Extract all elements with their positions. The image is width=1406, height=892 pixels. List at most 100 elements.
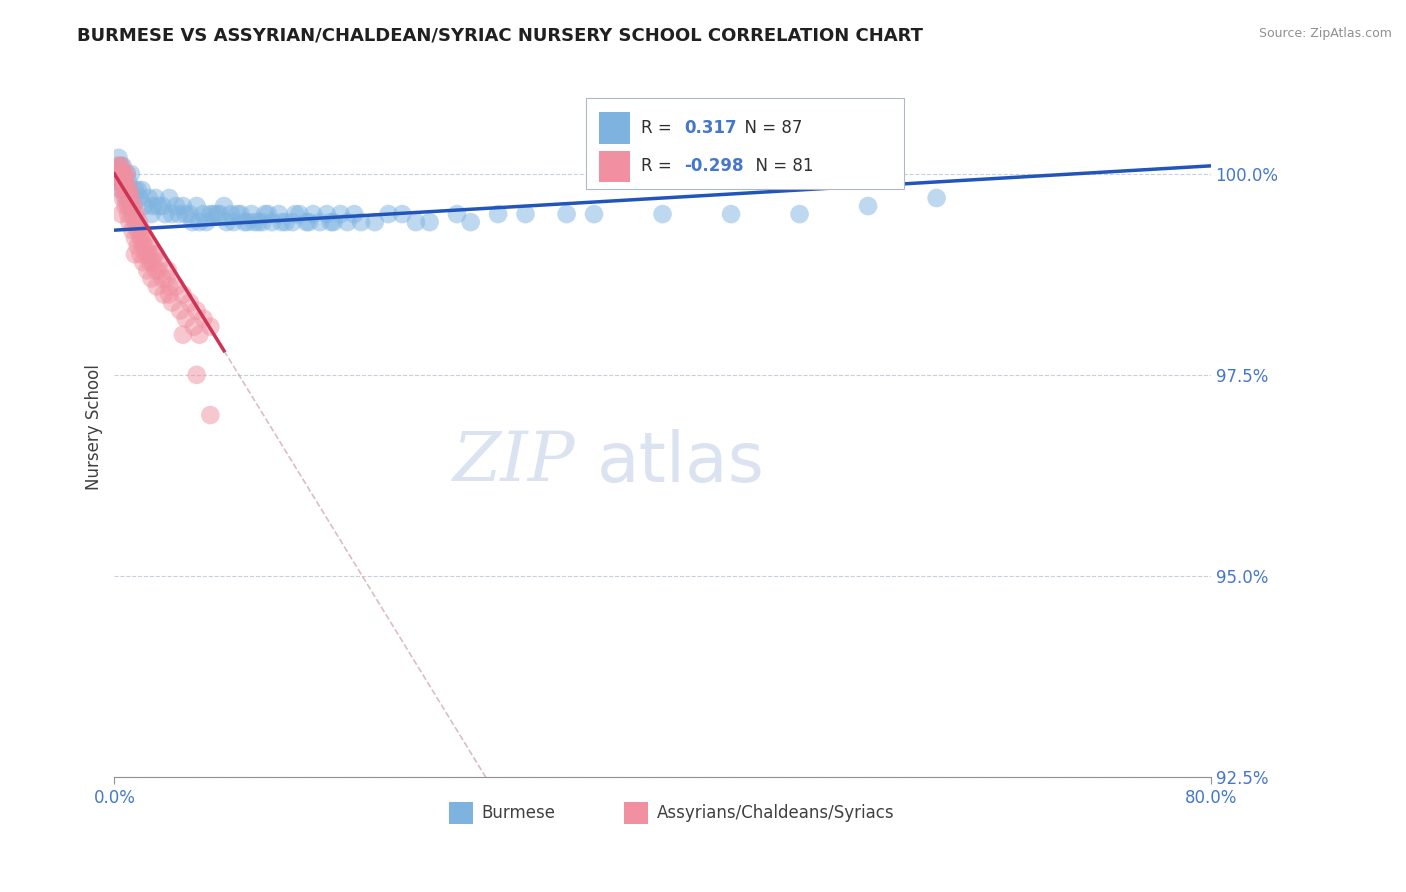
Point (120, 199, 142, 213)
Point (309, 215, 332, 229)
Point (315, 207, 337, 221)
Point (188, 327, 211, 342)
Point (124, 183, 146, 197)
Point (152, 287, 174, 301)
Point (111, 159, 134, 173)
Point (236, 215, 259, 229)
Point (110, 207, 132, 221)
Point (131, 223, 153, 237)
Point (200, 207, 222, 221)
Point (142, 255, 165, 269)
Point (114, 175, 136, 189)
Point (222, 215, 245, 229)
Point (288, 207, 311, 221)
Point (295, 215, 318, 229)
Text: Assyrians/Chaldeans/Syriacs: Assyrians/Chaldeans/Syriacs (657, 805, 894, 822)
Point (257, 207, 280, 221)
Point (108, 159, 131, 173)
Point (114, 183, 136, 197)
Point (117, 183, 139, 197)
Point (131, 231, 153, 245)
Point (302, 207, 325, 221)
Point (200, 319, 222, 334)
Point (128, 191, 150, 205)
Point (138, 247, 160, 261)
Point (134, 199, 156, 213)
Point (240, 207, 263, 221)
Point (132, 239, 155, 253)
Point (789, 207, 811, 221)
Point (254, 207, 277, 221)
Point (243, 215, 266, 229)
Point (350, 215, 373, 229)
Point (229, 207, 252, 221)
Point (200, 408, 222, 422)
Point (233, 215, 256, 229)
Text: BURMESE VS ASSYRIAN/CHALDEAN/SYRIAC NURSERY SCHOOL CORRELATION CHART: BURMESE VS ASSYRIAN/CHALDEAN/SYRIAC NURS… (77, 27, 924, 45)
Point (260, 215, 283, 229)
Point (188, 215, 211, 229)
Point (118, 183, 141, 197)
Point (460, 215, 482, 229)
Point (129, 247, 152, 261)
Point (157, 287, 180, 301)
Point (205, 207, 228, 221)
Point (215, 215, 238, 229)
FancyBboxPatch shape (599, 112, 630, 144)
Point (270, 215, 292, 229)
Point (141, 271, 163, 285)
Text: N = 81: N = 81 (745, 157, 813, 175)
Point (195, 215, 218, 229)
Point (111, 191, 134, 205)
Point (582, 207, 605, 221)
Point (208, 207, 231, 221)
Point (329, 207, 352, 221)
Point (364, 215, 387, 229)
Point (141, 207, 163, 221)
Point (118, 191, 141, 205)
Point (267, 207, 290, 221)
Text: -0.298: -0.298 (685, 157, 744, 175)
Point (148, 263, 170, 277)
Point (146, 279, 169, 293)
Point (515, 207, 537, 221)
Point (114, 191, 136, 205)
Point (247, 215, 270, 229)
Point (138, 191, 160, 205)
Point (125, 215, 148, 229)
Point (145, 191, 167, 205)
Point (128, 215, 150, 229)
Point (107, 151, 129, 165)
Point (274, 215, 297, 229)
Point (134, 239, 156, 253)
Point (172, 327, 194, 342)
Point (108, 167, 131, 181)
Text: N = 87: N = 87 (734, 119, 803, 136)
Y-axis label: Nursery School: Nursery School (86, 364, 103, 490)
Point (121, 223, 143, 237)
Point (124, 215, 146, 229)
Point (112, 183, 135, 197)
Point (183, 319, 205, 334)
FancyBboxPatch shape (599, 151, 630, 182)
Point (105, 159, 128, 173)
Point (186, 368, 208, 382)
Point (155, 271, 177, 285)
Point (281, 215, 304, 229)
Point (132, 255, 155, 269)
Point (121, 207, 143, 221)
FancyBboxPatch shape (624, 802, 648, 824)
Point (145, 247, 167, 261)
Point (322, 215, 344, 229)
Point (172, 287, 194, 301)
Point (122, 199, 145, 213)
Point (115, 167, 138, 181)
Point (252, 215, 274, 229)
Point (111, 175, 134, 189)
Point (156, 263, 179, 277)
Point (226, 207, 249, 221)
Point (120, 167, 142, 181)
Point (129, 231, 152, 245)
Point (167, 207, 190, 221)
Point (193, 311, 215, 326)
